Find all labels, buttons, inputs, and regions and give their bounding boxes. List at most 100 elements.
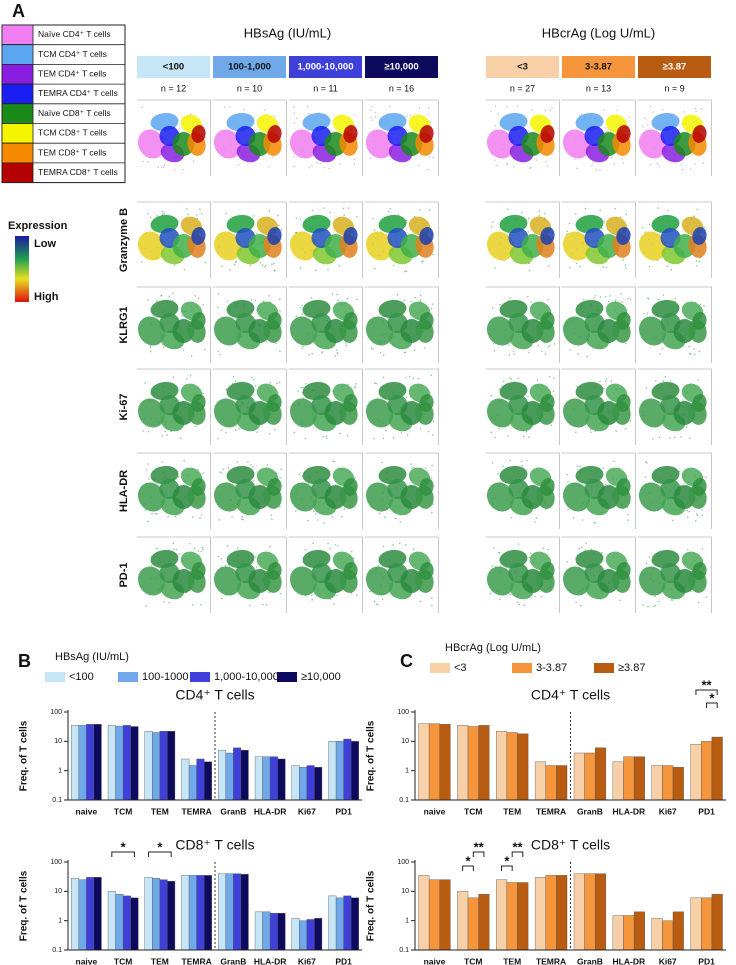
tsne-speck <box>432 420 435 423</box>
tsne-cluster <box>486 316 515 346</box>
tsne-speck <box>649 105 652 108</box>
tsne-speck <box>145 469 148 471</box>
tsne-speck <box>346 434 349 437</box>
tsne-speck <box>527 231 530 233</box>
tsne-plot <box>137 292 206 357</box>
tsne-speck <box>526 459 528 462</box>
plot-frame <box>136 286 211 363</box>
tsne-speck <box>517 543 520 545</box>
bar <box>418 875 430 951</box>
legend-label: TCM CD8⁺ T cells <box>38 128 107 138</box>
tsne-speck <box>423 347 426 349</box>
tsne-cluster <box>616 312 631 330</box>
expression-low: Low <box>34 238 56 250</box>
tsne-speck <box>595 168 598 171</box>
tsne-speck <box>688 510 690 513</box>
tsne-speck <box>160 294 163 297</box>
tsne-speck <box>584 207 587 210</box>
tsne-speck <box>308 353 310 356</box>
tsne-cluster <box>191 394 206 412</box>
tsne-cluster <box>267 478 282 496</box>
tsne-speck <box>652 438 654 440</box>
expression-high: High <box>34 291 59 303</box>
significance-label: ** <box>702 677 713 692</box>
tsne-speck <box>347 207 350 209</box>
plot-frame <box>561 368 636 445</box>
tsne-speck <box>644 461 647 463</box>
tsne-speck <box>507 435 509 437</box>
sample-count: n = 27 <box>510 83 535 93</box>
tsne-speck <box>217 293 220 295</box>
tsne-speck <box>202 548 204 551</box>
marker-label: HLA-DR <box>118 470 130 512</box>
tsne-cluster <box>562 316 591 346</box>
tsne-speck <box>280 228 283 231</box>
bar <box>584 873 596 951</box>
tsne-speck <box>217 555 219 558</box>
tsne-speck <box>197 550 200 552</box>
tsne-speck <box>265 340 268 343</box>
tsne-speck <box>619 599 622 601</box>
tsne-speck <box>579 265 581 268</box>
tsne-cluster <box>289 231 318 261</box>
tsne-speck <box>149 345 152 347</box>
tsne-speck <box>273 269 276 272</box>
tsne-speck <box>490 226 493 228</box>
tsne-speck <box>150 564 153 567</box>
tsne-speck <box>299 218 301 220</box>
tsne-speck <box>161 435 164 437</box>
tsne-speck <box>334 543 337 546</box>
y-tick-label: 10 <box>401 888 409 895</box>
bar <box>203 875 212 951</box>
tsne-speck <box>319 162 322 165</box>
bar <box>573 873 585 951</box>
tsne-plot <box>562 292 632 358</box>
tsne-speck <box>168 602 171 604</box>
group-header-label: 3-3.87 <box>585 62 612 73</box>
legend-swatch <box>1 64 34 85</box>
bar <box>306 919 315 951</box>
significance-label: * <box>709 690 715 705</box>
x-tick-label: TEM <box>151 956 169 965</box>
tsne-speck <box>307 112 310 115</box>
group-header-box <box>486 56 559 78</box>
tsne-speck <box>142 160 144 163</box>
chart-title: CD8⁺ T cells <box>175 837 254 853</box>
tsne-speck <box>224 106 226 108</box>
tsne-speck <box>199 517 201 519</box>
tsne-speck <box>510 377 513 380</box>
tsne-speck <box>625 267 627 269</box>
tsne-speck <box>263 109 266 112</box>
tsne-speck <box>419 294 422 297</box>
tsne-speck <box>580 546 583 549</box>
tsne-cluster <box>616 478 631 496</box>
tsne-cluster <box>365 566 394 596</box>
significance-bracket <box>148 851 172 857</box>
tsne-speck <box>699 303 702 306</box>
tsne-speck <box>534 595 536 598</box>
tsne-speck <box>645 562 648 564</box>
sample-count: n = 9 <box>664 83 684 93</box>
tsne-speck <box>544 353 547 355</box>
tsne-cluster <box>616 227 631 245</box>
legend-label: ≥10,000 <box>301 671 341 683</box>
bar <box>328 895 337 951</box>
y-tick-label: 1 <box>405 768 409 775</box>
chart-title: CD4⁺ T cells <box>531 687 610 703</box>
tsne-speck <box>374 267 376 270</box>
y-axis-label: Freq. of T cells <box>19 870 30 941</box>
tsne-speck <box>697 601 700 604</box>
tsne-speck <box>430 477 433 480</box>
tsne-cluster <box>137 129 166 159</box>
tsne-cluster <box>562 129 591 159</box>
legend-swatch <box>1 123 34 144</box>
tsne-cluster <box>365 482 394 512</box>
plot-frame <box>364 536 439 613</box>
tsne-speck <box>491 461 494 464</box>
bar <box>701 741 713 801</box>
tsne-speck <box>590 431 592 434</box>
tsne-speck <box>605 266 608 269</box>
tsne-speck <box>624 342 627 345</box>
tsne-speck <box>147 463 150 465</box>
tsne-speck <box>529 167 531 170</box>
